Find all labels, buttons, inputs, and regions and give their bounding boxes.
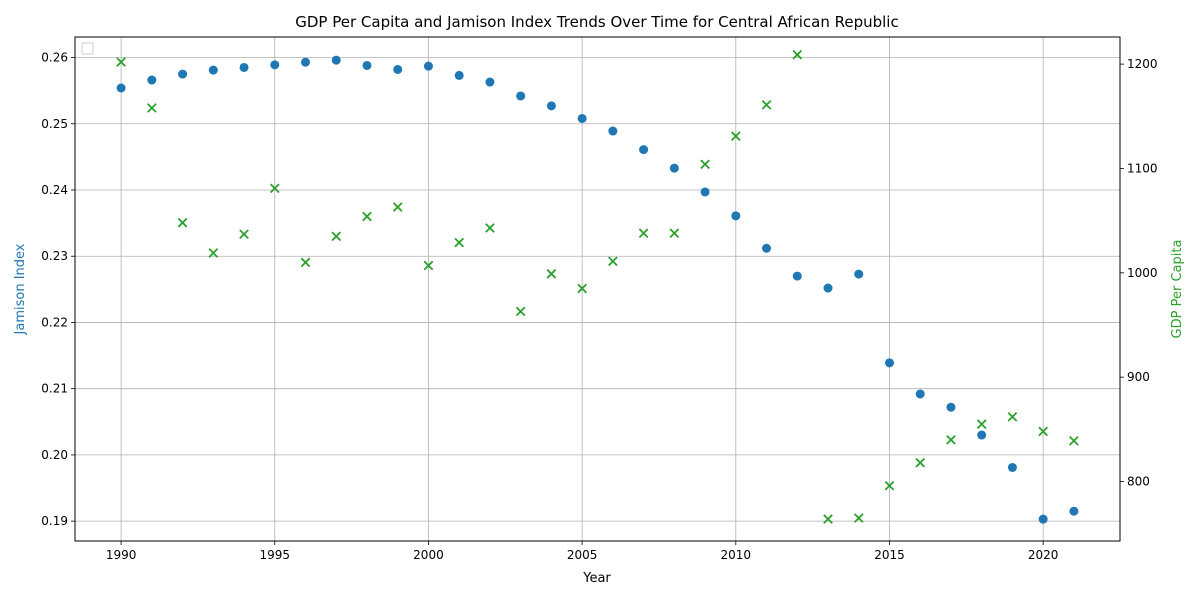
right-y-tick-label: 1000 — [1127, 266, 1158, 280]
gdp-per-capita-point — [546, 269, 557, 279]
jamison-index-point — [485, 77, 495, 87]
gdp-per-capita-point — [269, 183, 280, 194]
jamison-index-point — [331, 55, 341, 65]
jamison-index-point — [700, 187, 710, 197]
jamison-index-point — [792, 271, 802, 281]
gdp-per-capita-point — [208, 248, 219, 258]
jamison-index-point — [577, 113, 587, 123]
jamison-index-point — [454, 70, 464, 80]
left-y-tick-label: 0.26 — [41, 51, 68, 65]
gdp-per-capita-point — [392, 202, 403, 212]
jamison-index-point — [1069, 506, 1079, 516]
left-y-axis: 0.19 0.20 0.21 0.22 0.23 0.24 0.25 0.26 — [41, 51, 75, 528]
jamison-index-point — [116, 83, 126, 93]
gdp-per-capita-point — [239, 229, 249, 240]
jamison-index-point — [393, 64, 403, 74]
jamison-index-point — [423, 61, 433, 71]
x-axis: 1990 1995 2000 2005 2010 2015 2020 — [106, 541, 1059, 562]
x-tick-label: 2005 — [567, 548, 598, 562]
gdp-per-capita-point — [1038, 426, 1048, 437]
jamison-index-point — [270, 60, 280, 70]
gdp-per-capita-point — [577, 283, 587, 294]
gdp-per-capita-point — [823, 514, 833, 524]
jamison-index-point — [1038, 514, 1048, 524]
x-tick-label: 2000 — [413, 548, 444, 562]
left-y-tick-label: 0.20 — [41, 448, 68, 462]
x-axis-label: Year — [582, 571, 611, 586]
jamison-index-point — [823, 283, 833, 293]
gdp-per-capita-point — [608, 256, 618, 267]
jamison-index-point — [762, 243, 772, 253]
jamison-index-point — [208, 65, 218, 75]
x-tick-label: 1995 — [260, 548, 291, 562]
jamison-index-point — [546, 101, 556, 111]
plot-frame — [74, 36, 1121, 542]
right-y-tick-label: 1200 — [1127, 57, 1158, 71]
gdp-per-capita-point — [1069, 435, 1079, 446]
jamison-index-point — [301, 57, 311, 67]
jamison-index-point — [669, 163, 679, 173]
gdp-per-capita-point — [669, 228, 680, 239]
jamison-index-point — [178, 69, 188, 79]
gdp-per-capita-point — [177, 217, 188, 228]
left-y-axis-label: Jamison Index — [13, 243, 28, 335]
jamison-index-point — [239, 62, 249, 72]
chart-title: GDP Per Capita and Jamison Index Trends … — [295, 13, 898, 31]
gdp-per-capita-point — [853, 513, 864, 523]
left-y-tick-label: 0.19 — [41, 514, 68, 528]
gdp-per-capita-point — [700, 159, 710, 170]
left-y-tick-label: 0.22 — [41, 315, 68, 329]
gdp-per-capita-point — [915, 457, 926, 468]
left-y-tick-label: 0.25 — [41, 117, 68, 131]
left-y-tick-label: 0.21 — [41, 382, 68, 396]
jamison-index-point — [608, 126, 618, 136]
right-y-axis-label: GDP Per Capita — [1170, 240, 1185, 339]
gdp-per-capita-point — [792, 49, 803, 60]
gdp-per-capita-point — [884, 480, 895, 491]
legend-box — [81, 42, 94, 55]
right-y-tick-label: 900 — [1127, 370, 1150, 384]
jamison-index-point — [147, 75, 157, 85]
gdp-per-capita-point — [976, 419, 987, 429]
right-y-tick-label: 1100 — [1127, 161, 1158, 175]
x-tick-label: 2015 — [874, 548, 905, 562]
right-y-axis: 800 900 1000 1100 1200 — [1120, 57, 1158, 489]
gdp-per-capita-point — [1007, 411, 1018, 422]
jamison-index-point — [639, 145, 649, 155]
right-y-tick-label: 800 — [1127, 475, 1150, 489]
gdp-per-capita-point — [730, 131, 741, 141]
jamison-index-point — [946, 402, 956, 412]
gdp-per-capita-point — [423, 260, 434, 271]
jamison-index-point — [854, 269, 864, 279]
gdp-per-capita-point — [362, 211, 372, 222]
gdp-per-capita-point — [761, 99, 772, 110]
gdp-per-capita-point — [331, 231, 342, 242]
x-tick-label: 1990 — [106, 548, 137, 562]
left-y-tick-label: 0.24 — [41, 183, 68, 197]
gdp-per-capita-point — [946, 434, 956, 445]
jamison-index-point — [731, 211, 741, 221]
x-tick-label: 2020 — [1028, 548, 1059, 562]
x-tick-label: 2010 — [721, 548, 752, 562]
gdp-per-capita-point — [638, 228, 649, 239]
gdp-per-capita-point — [454, 237, 465, 248]
left-y-tick-label: 0.23 — [41, 249, 68, 263]
plot-area — [116, 49, 1079, 524]
jamison-index-point — [516, 91, 526, 101]
jamison-index-point — [977, 430, 987, 440]
gdp-per-capita-point — [147, 103, 157, 113]
gdp-per-capita-point — [485, 223, 495, 233]
jamison-index-point — [915, 389, 925, 399]
jamison-index-point — [884, 358, 894, 368]
gridlines — [75, 37, 1120, 541]
gdp-per-capita-point — [300, 257, 311, 268]
jamison-index-point — [362, 60, 372, 70]
gdp-per-capita-point — [515, 306, 526, 317]
gdp-per-capita-point — [116, 57, 126, 67]
jamison-index-point — [1007, 462, 1017, 472]
